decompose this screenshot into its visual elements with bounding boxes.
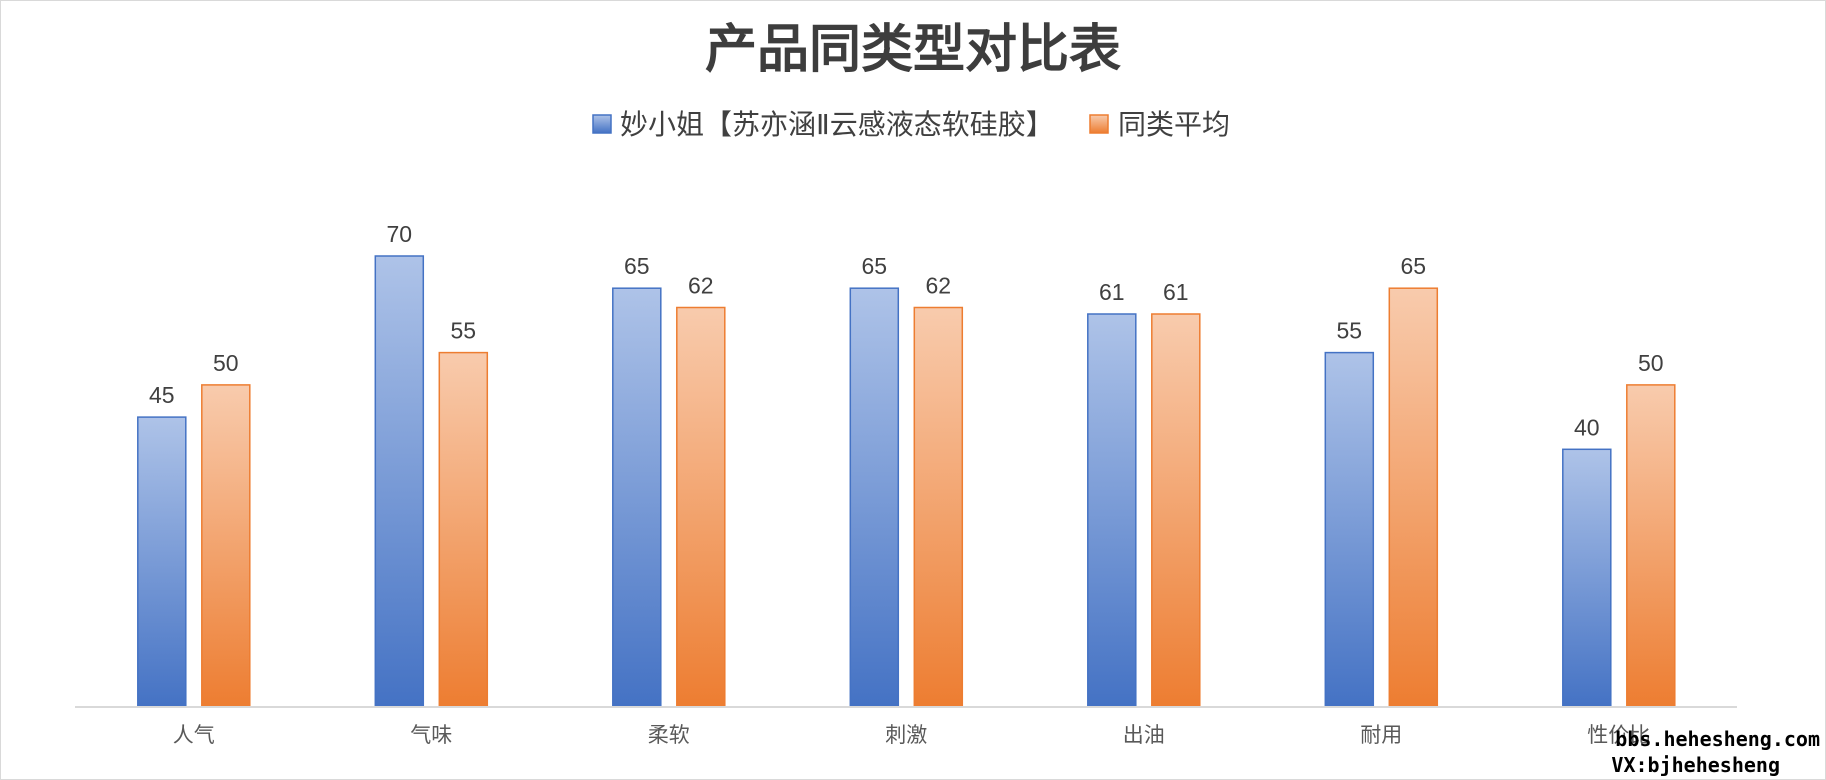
bar-series-1-2 bbox=[612, 287, 662, 708]
category-labels-group: 人气 气味 柔软 刺激 出油 耐用 性价比 bbox=[173, 723, 1651, 747]
data-label-series-2-4: 61 bbox=[1163, 279, 1189, 305]
legend: 妙小姐【苏亦涵Ⅱ云感液态软硅胶】 同类平均 bbox=[592, 108, 1230, 141]
bar-series-1-0 bbox=[137, 416, 187, 708]
bar-series-2-0 bbox=[201, 384, 251, 708]
bars-group bbox=[137, 255, 1676, 708]
bar-series-2-1 bbox=[438, 351, 489, 708]
bar-series-2-3 bbox=[913, 306, 964, 708]
category-label-6: 性价比 bbox=[1587, 723, 1650, 747]
data-label-series-1-4: 61 bbox=[1099, 279, 1125, 305]
bar-series-2-5 bbox=[1388, 287, 1439, 708]
data-label-series-2-5: 65 bbox=[1401, 253, 1427, 279]
bar-series-1-4 bbox=[1087, 313, 1137, 708]
watermark: bbs.hehesheng.com VX:bjhehesheng bbox=[1611, 727, 1820, 777]
watermark-line-2: VX:bjhehesheng bbox=[1611, 753, 1780, 777]
bar-series-1-3 bbox=[849, 287, 900, 708]
legend-label-series-2: 同类平均 bbox=[1118, 108, 1230, 141]
data-label-series-1-2: 65 bbox=[624, 253, 650, 279]
bar-series-2-4 bbox=[1151, 313, 1201, 708]
data-label-series-1-1: 70 bbox=[387, 221, 413, 247]
data-label-series-2-2: 62 bbox=[688, 273, 714, 299]
data-label-series-1-5: 55 bbox=[1337, 318, 1363, 344]
data-label-series-2-3: 62 bbox=[926, 273, 952, 299]
data-label-series-1-3: 65 bbox=[862, 253, 888, 279]
category-label-3: 刺激 bbox=[885, 723, 927, 747]
bar-series-1-6 bbox=[1562, 448, 1612, 708]
chart-title: 产品同类型对比表 bbox=[705, 20, 1121, 80]
bar-series-1-1 bbox=[374, 255, 425, 708]
watermark-line-1: bbs.hehesheng.com bbox=[1615, 727, 1820, 751]
category-label-5: 耐用 bbox=[1360, 723, 1402, 747]
bar-series-1-5 bbox=[1324, 351, 1375, 708]
data-labels-group: 45 50 70 55 65 62 65 62 61 61 55 65 40 50 bbox=[149, 221, 1664, 440]
data-label-series-1-0: 45 bbox=[149, 382, 175, 408]
legend-swatch-series-1 bbox=[592, 114, 612, 134]
data-label-series-2-6: 50 bbox=[1638, 350, 1664, 376]
data-label-series-2-0: 50 bbox=[213, 350, 239, 376]
legend-swatch-series-2 bbox=[1089, 114, 1109, 134]
legend-label-series-1: 妙小姐【苏亦涵Ⅱ云感液态软硅胶】 bbox=[620, 108, 1054, 141]
category-label-1: 气味 bbox=[410, 723, 452, 747]
data-label-series-2-1: 55 bbox=[451, 318, 477, 344]
data-label-series-1-6: 40 bbox=[1574, 414, 1600, 440]
category-label-2: 柔软 bbox=[648, 723, 690, 747]
bar-series-2-6 bbox=[1626, 384, 1676, 708]
bar-series-2-2 bbox=[676, 306, 726, 708]
category-label-0: 人气 bbox=[173, 723, 215, 747]
category-label-4: 出油 bbox=[1123, 723, 1165, 747]
